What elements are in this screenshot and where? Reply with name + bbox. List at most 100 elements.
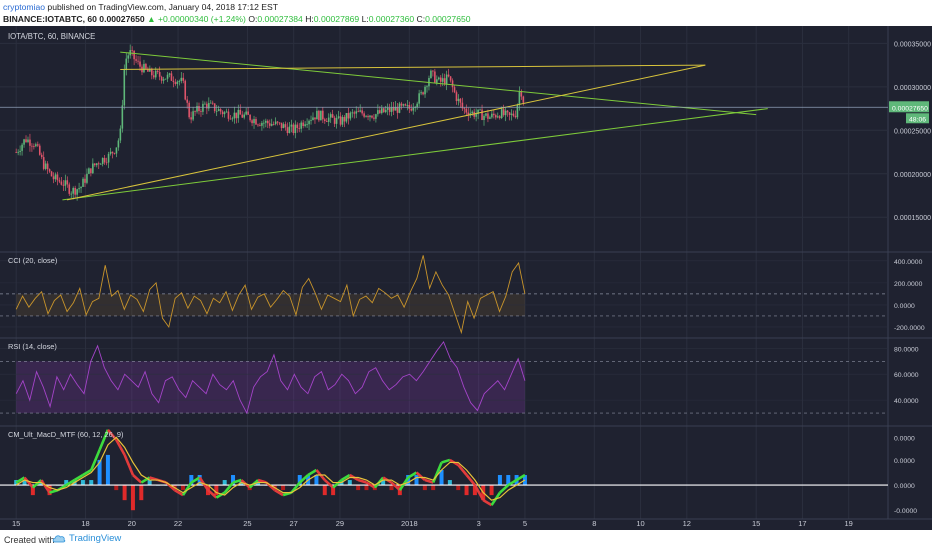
candle-body	[388, 107, 391, 112]
candle-body	[323, 119, 326, 122]
candle-body	[52, 176, 55, 180]
macd-bar	[464, 485, 469, 496]
macd-line-segment	[49, 488, 59, 494]
candle-body	[363, 113, 365, 117]
candle-body	[139, 61, 141, 67]
macd-signal-line	[15, 436, 526, 501]
candle-body	[135, 59, 137, 61]
candle-body	[390, 107, 393, 112]
candle-body	[380, 108, 383, 114]
candle-body	[483, 115, 485, 121]
y-tick-label: -200.0000	[894, 325, 925, 332]
candle-body	[239, 109, 242, 115]
y-tick-label: 60.0000	[894, 372, 919, 379]
candle-body	[481, 109, 483, 121]
candle-body	[62, 184, 65, 186]
tradingview-logo[interactable]: TradingView	[52, 533, 121, 544]
y-tick-label: 200.0000	[894, 281, 923, 288]
candle-body	[304, 124, 306, 127]
candle-body	[418, 93, 420, 104]
macd-bar	[64, 480, 69, 486]
candle-body	[80, 186, 82, 189]
macd-bar	[80, 480, 85, 486]
candle-body	[396, 106, 399, 113]
candle-body	[97, 163, 100, 165]
candle-body	[377, 110, 379, 115]
candle-body	[109, 151, 112, 154]
candle-body	[290, 124, 293, 127]
close-label: C:	[416, 14, 426, 24]
macd-line-segment	[415, 471, 426, 482]
candle-body	[496, 116, 499, 118]
candle-body	[518, 91, 521, 105]
candle-body	[23, 139, 25, 145]
candle-body	[17, 151, 19, 153]
candle-body	[493, 113, 495, 116]
candle-body	[259, 124, 261, 126]
candle-body	[430, 70, 432, 79]
macd-bar	[447, 480, 452, 486]
candle-body	[461, 102, 464, 109]
candle-body	[92, 163, 94, 174]
candle-body	[113, 153, 116, 154]
candle-body	[375, 114, 377, 119]
candle-body	[202, 103, 204, 112]
y-tick-label: 0.0000	[894, 483, 915, 490]
macd-line-segment	[73, 473, 84, 482]
candle-body	[184, 80, 187, 100]
candle-body	[300, 122, 303, 129]
indicator-title: RSI (14, close)	[8, 342, 57, 351]
candle-body	[58, 180, 61, 182]
candle-body	[371, 115, 373, 118]
candle-body	[327, 117, 330, 122]
candle-body	[74, 187, 76, 195]
chart-area[interactable]: 15 18 20 22 25 27 29 2018 3 5 8 10 12 15 17 19 0.0001500…	[0, 26, 932, 530]
change-value: +0.00000340 (+1.24%)	[158, 14, 246, 24]
candle-body	[208, 102, 210, 109]
macd-line-segment	[507, 478, 518, 487]
macd-line-segment	[40, 479, 51, 494]
author-link[interactable]: cryptomiao	[3, 2, 46, 12]
trading-chart[interactable]: 15 18 20 22 25 27 29 2018 3 5 8 10 12 15 17 19 0.0001500…	[0, 26, 932, 530]
candle-body	[420, 92, 422, 94]
candle-body	[455, 92, 458, 102]
candle-body	[359, 110, 361, 112]
candle-body	[19, 150, 21, 152]
macd-line-segment	[424, 478, 434, 484]
candle-body	[392, 107, 395, 111]
candle-body	[382, 108, 385, 113]
candle-body	[394, 106, 397, 111]
x-tick-label: 10	[636, 519, 644, 528]
candle-body	[143, 63, 145, 73]
candle-body	[243, 114, 245, 118]
trendline	[62, 108, 768, 201]
candle-body	[111, 151, 114, 154]
y-tick-label: -0.0000	[894, 508, 917, 515]
candle-body	[520, 91, 523, 97]
candle-body	[508, 112, 511, 115]
candle-body	[94, 163, 96, 166]
macd-bar	[414, 475, 419, 486]
macd-line-segment	[407, 471, 418, 479]
candle-body	[229, 118, 232, 120]
macd-line-segment	[365, 481, 376, 489]
candle-body	[335, 117, 338, 124]
candle-body	[457, 98, 460, 102]
candle-body	[318, 110, 320, 121]
candle-body	[255, 119, 257, 125]
candle-body	[123, 70, 126, 106]
macd-line-segment	[465, 474, 476, 486]
candle-body	[54, 174, 57, 180]
candle-body	[337, 116, 340, 118]
candle-body	[172, 80, 175, 83]
candle-body	[196, 106, 198, 112]
candle-body	[21, 144, 23, 151]
candle-body	[247, 111, 249, 115]
candle-body	[176, 81, 179, 84]
macd-bar	[231, 475, 236, 486]
macd-bar	[180, 485, 185, 491]
macd-bar	[189, 475, 194, 486]
candle-body	[310, 119, 312, 121]
candle-body	[347, 113, 350, 119]
candle-body	[314, 117, 316, 120]
